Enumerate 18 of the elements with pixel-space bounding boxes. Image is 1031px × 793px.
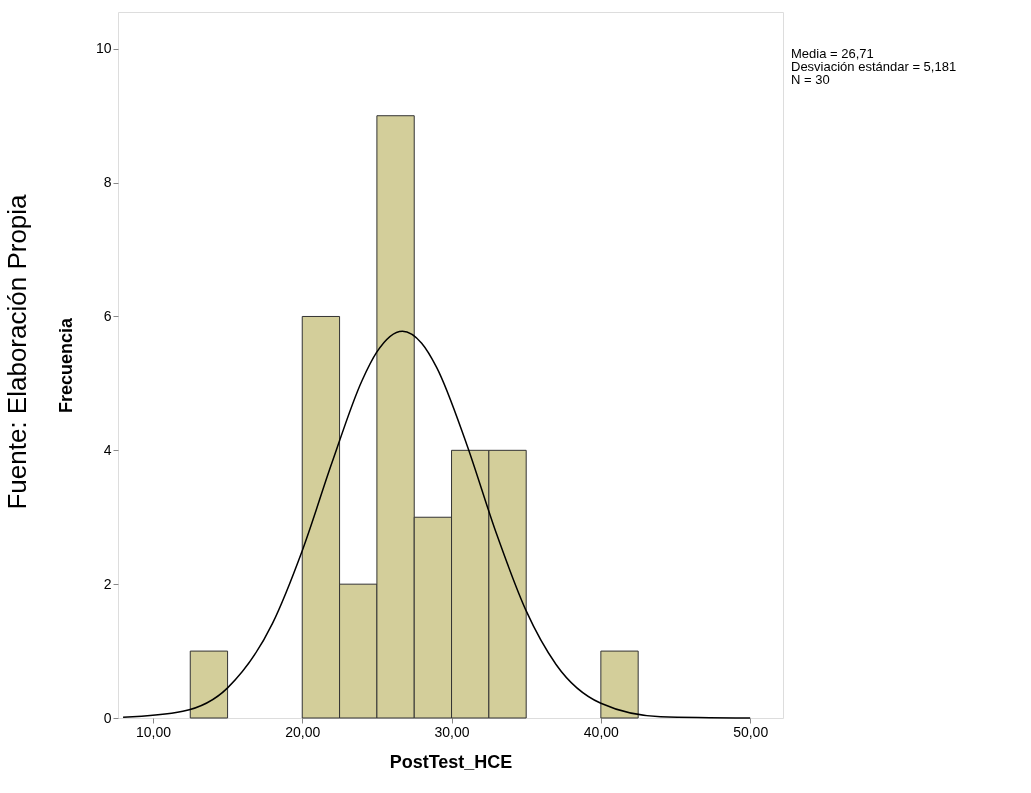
- x-tick-label: 20,00: [285, 723, 321, 740]
- y-tick-label: 0: [103, 709, 112, 726]
- y-tick-label: 10: [95, 40, 112, 57]
- x-tick-label: 50,00: [733, 723, 769, 740]
- text: N = 30: [791, 72, 830, 87]
- source-note: Fuente: Elaboración Propia: [2, 193, 32, 510]
- y-axis-title: Frecuencia: [55, 316, 76, 414]
- y-tick-label: 8: [103, 174, 112, 191]
- y-tick-label: 6: [103, 307, 112, 324]
- text: Desviación estándar = 5,181: [791, 59, 957, 74]
- x-tick-label: 30,00: [434, 723, 470, 740]
- line-series: [122, 330, 751, 719]
- y-tick-label: 2: [103, 575, 112, 592]
- x-tick-label: 40,00: [583, 723, 620, 740]
- x-tick-label: 10,00: [135, 723, 172, 740]
- y-tick-label: 4: [103, 441, 112, 458]
- text: Media = 26,71: [791, 46, 874, 61]
- x-axis-title: PostTest_HCE: [389, 751, 513, 772]
